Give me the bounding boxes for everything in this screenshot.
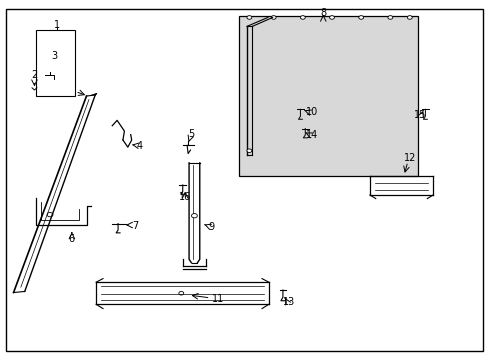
Text: 7: 7 — [132, 221, 138, 231]
Text: 11: 11 — [211, 294, 224, 303]
Text: 1: 1 — [54, 19, 60, 30]
Circle shape — [179, 292, 183, 295]
Text: 4: 4 — [137, 141, 142, 152]
Bar — [238, 16, 417, 176]
Circle shape — [47, 212, 53, 217]
Text: 14: 14 — [305, 130, 317, 140]
Text: 9: 9 — [208, 222, 214, 232]
Text: 8: 8 — [320, 8, 325, 18]
Text: 16: 16 — [179, 192, 191, 202]
Text: 3: 3 — [52, 51, 58, 61]
Circle shape — [358, 16, 363, 19]
Circle shape — [407, 16, 411, 19]
Text: 12: 12 — [403, 153, 415, 163]
Circle shape — [246, 16, 251, 19]
Text: 13: 13 — [283, 297, 295, 307]
Text: 5: 5 — [187, 129, 194, 139]
Bar — [36, 30, 75, 96]
Text: 10: 10 — [305, 107, 317, 117]
Text: 15: 15 — [413, 110, 426, 120]
Text: 6: 6 — [69, 234, 75, 244]
Circle shape — [271, 16, 276, 19]
Circle shape — [387, 16, 392, 19]
Circle shape — [191, 213, 197, 218]
Circle shape — [300, 16, 305, 19]
Text: 2: 2 — [31, 70, 38, 80]
Circle shape — [246, 149, 251, 153]
Circle shape — [329, 16, 334, 19]
